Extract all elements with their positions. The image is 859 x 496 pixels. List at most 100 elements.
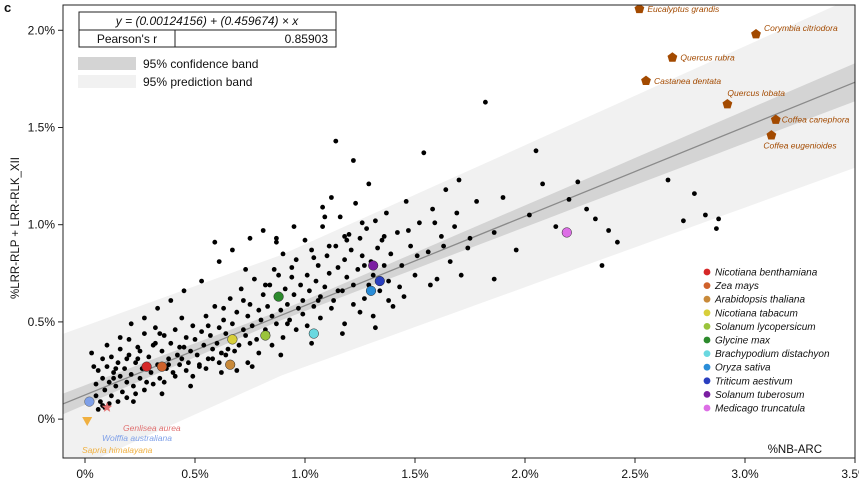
data-point (166, 362, 172, 368)
data-point (527, 212, 532, 218)
band-legend: 95% confidence band 95% prediction band (78, 57, 258, 89)
data-point (454, 210, 460, 216)
data-point (280, 335, 286, 340)
x-tick-label: 0.5% (181, 467, 209, 481)
data-point (357, 235, 363, 241)
data-point (260, 292, 266, 298)
species-point (156, 361, 168, 372)
data-point (320, 224, 325, 230)
data-point (355, 267, 361, 272)
tree-point (722, 99, 733, 109)
data-point (199, 278, 205, 284)
data-point (362, 263, 367, 268)
data-point (221, 317, 227, 323)
data-point (566, 197, 572, 202)
data-point (137, 375, 143, 381)
data-point (232, 348, 238, 354)
species-legend-label: Solanum lycopersicum (715, 322, 816, 333)
data-point (430, 206, 435, 212)
data-point (117, 373, 123, 379)
species-point (225, 359, 236, 370)
species-legend-marker (703, 268, 711, 276)
data-point (216, 325, 222, 331)
data-point (111, 375, 116, 381)
data-point (131, 383, 136, 389)
data-point (351, 158, 356, 163)
data-point (243, 267, 249, 272)
data-point (285, 321, 290, 327)
data-point (175, 352, 180, 358)
data-point (128, 321, 134, 327)
wolffia-label: Wolffia australiana (102, 433, 172, 443)
data-point (225, 346, 231, 352)
data-point (335, 288, 341, 294)
data-point (205, 356, 211, 362)
data-point (362, 296, 367, 301)
species-legend-label: Zea mays (714, 281, 759, 292)
data-point (263, 282, 268, 288)
data-point (124, 356, 130, 362)
annotation-circle (84, 396, 95, 407)
plot-frame (62, 4, 856, 459)
tree-label: Quercus rubra (680, 52, 735, 62)
data-point (249, 364, 255, 369)
data-point (146, 354, 152, 360)
data-point (304, 272, 310, 278)
data-point (137, 348, 143, 354)
species-legend-label: Nicotiana benthamiana (715, 268, 818, 279)
data-point (155, 305, 161, 311)
data-point (161, 333, 167, 338)
species-legend-label: Arabidopsis thaliana (714, 295, 805, 306)
data-point (247, 302, 253, 307)
data-point (414, 253, 420, 259)
data-point (311, 304, 317, 309)
points-layer (82, 5, 781, 427)
data-point (221, 305, 227, 311)
data-point (117, 346, 123, 352)
data-point (113, 366, 119, 371)
data-point (315, 298, 321, 303)
species-legend-label: Nicotiana tabacum (715, 308, 798, 319)
data-point (313, 278, 319, 284)
data-point (179, 356, 185, 362)
data-point (133, 360, 139, 366)
data-point (205, 323, 211, 329)
data-point (126, 337, 132, 342)
data-point (183, 335, 189, 340)
data-point (256, 307, 262, 313)
data-point (93, 393, 99, 399)
species-legend-marker (703, 404, 711, 412)
data-point (412, 272, 418, 278)
data-point (342, 321, 347, 327)
data-point (370, 313, 376, 319)
data-point (384, 210, 389, 216)
data-point (192, 337, 198, 342)
x-tick-label: 2.5% (621, 467, 649, 481)
data-point (144, 379, 150, 385)
data-point (126, 352, 132, 358)
panel-label: c (4, 0, 11, 15)
data-point (210, 356, 216, 362)
data-point (318, 315, 323, 321)
data-point (247, 340, 253, 346)
species-point (561, 227, 572, 238)
fit-equation: y = (0.00124156) + (0.459674) × x (115, 14, 299, 28)
prediction-band (63, 5, 855, 458)
data-point (142, 331, 147, 336)
species-legend: Nicotiana benthamiana Zea mays Arabidopsis… (703, 268, 830, 415)
tree-label: Castanea dentata (654, 76, 721, 86)
data-point (177, 344, 183, 350)
data-point (234, 309, 240, 315)
data-point (291, 224, 297, 230)
data-point (188, 348, 194, 354)
data-point (329, 195, 334, 200)
data-point (280, 251, 286, 257)
axes-layer: 0% 0.5% 1.0% 1.5% 2.0% 2.5% 3.0% 3.5% 0% 0.5% 1.0%… (28, 23, 859, 481)
data-point (593, 216, 598, 222)
data-point (102, 387, 108, 393)
data-point (615, 239, 620, 245)
data-point (159, 348, 165, 354)
data-point (606, 228, 611, 233)
data-point (357, 309, 363, 315)
data-point (241, 298, 246, 303)
